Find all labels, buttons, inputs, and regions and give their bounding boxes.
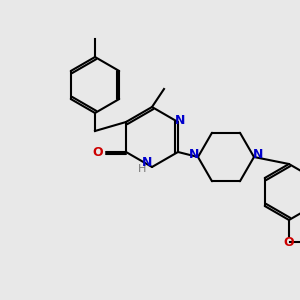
Text: O: O: [284, 236, 294, 248]
Text: H: H: [138, 164, 146, 174]
Text: O: O: [93, 146, 103, 158]
Text: N: N: [175, 113, 185, 127]
Text: N: N: [142, 155, 152, 169]
Text: N: N: [253, 148, 263, 161]
Text: N: N: [189, 148, 199, 161]
